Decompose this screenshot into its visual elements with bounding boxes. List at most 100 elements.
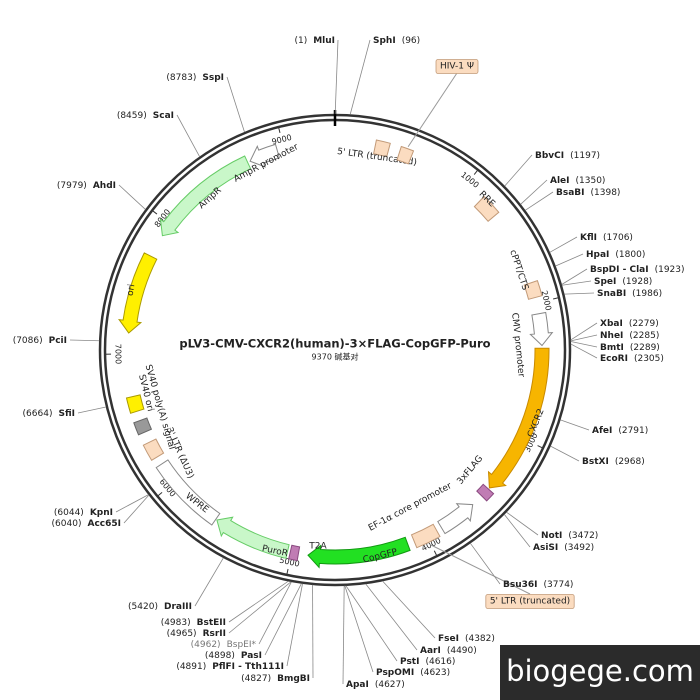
site-name: NheI	[600, 331, 623, 341]
site-name: BstXI	[582, 457, 609, 467]
site-name: BsaBI	[556, 188, 585, 198]
site-label: (8459) ScaI	[117, 111, 174, 121]
site-leader	[570, 322, 598, 341]
restriction-site: (4962) BspEI*	[191, 581, 292, 650]
site-label: (1) MluI	[294, 36, 335, 46]
site-name: BmtI	[600, 343, 624, 353]
site-leader	[345, 585, 398, 662]
restriction-site: AfeI (2791)	[560, 419, 648, 436]
site-leader	[228, 581, 292, 634]
site-name: KpnI	[90, 508, 113, 518]
site-position: (7979)	[57, 181, 87, 191]
site-name: MluI	[313, 36, 335, 46]
restriction-site: HpaI (1800)	[555, 250, 645, 267]
site-leader	[365, 583, 418, 651]
site-position: (4627)	[375, 680, 405, 690]
site-position: (1928)	[622, 277, 652, 287]
site-name: AfeI	[592, 426, 612, 436]
site-label: BmtI (2289)	[600, 343, 660, 353]
tick-mark	[537, 445, 545, 450]
site-label: AfeI (2791)	[592, 426, 648, 436]
site-position: (2968)	[615, 457, 645, 467]
feature-label-box	[435, 59, 479, 74]
restriction-site: NheI (2285)	[570, 331, 659, 342]
restriction-site: AsiSI (3492)	[503, 514, 594, 553]
site-position: (6044)	[54, 508, 84, 518]
site-leader	[561, 268, 588, 285]
restriction-site: AleI (1350)	[520, 176, 605, 205]
restriction-site: (5420) DraIII	[128, 557, 224, 612]
tick-mark	[473, 168, 479, 175]
feature	[476, 483, 495, 502]
site-position: (2279)	[629, 319, 659, 329]
plasmid-length: 9370 碱基对	[312, 352, 359, 362]
site-label: Bsu36I (3774)	[503, 580, 573, 590]
site-label: (6664) SfiI	[23, 409, 75, 419]
site-name: RsrII	[203, 629, 226, 639]
site-leader	[503, 514, 531, 548]
site-position: (2289)	[630, 343, 660, 353]
restriction-site: PspOMI (4623)	[344, 585, 450, 678]
site-label: (4827) BmgBI	[241, 674, 310, 684]
tick-mark	[151, 209, 158, 215]
site-leader	[115, 494, 149, 513]
site-label: (4891) PflFI - Tth111I	[176, 662, 284, 672]
site-label: AsiSI (3492)	[533, 543, 594, 553]
site-leader	[176, 114, 200, 157]
site-name: BbvCI	[535, 151, 564, 161]
site-leader	[525, 191, 554, 211]
feature	[159, 155, 252, 237]
site-name: AsiSI	[533, 543, 558, 553]
restriction-site: Bsu36I (3774)	[470, 543, 573, 590]
tick-label: 1000	[459, 170, 481, 190]
site-leader	[264, 583, 302, 656]
site-label: BsaBI (1398)	[556, 188, 620, 198]
site-name: DraIII	[164, 602, 192, 612]
site-leader	[550, 445, 580, 462]
site-label: SpeI (1928)	[594, 277, 652, 287]
restriction-site: AarI (4490)	[365, 583, 477, 656]
feature-label: HIV-1 Ψ	[440, 62, 474, 72]
feature	[142, 438, 165, 461]
site-name: AarI	[420, 646, 441, 656]
site-position: (4623)	[420, 668, 450, 678]
site-leader	[344, 585, 374, 673]
site-leader	[570, 334, 598, 342]
tick-label: 7000	[113, 344, 122, 365]
site-leader	[520, 179, 548, 205]
restriction-site: SpeI (1928)	[561, 277, 652, 287]
site-label: SphI (96)	[373, 36, 420, 46]
feature	[216, 516, 290, 559]
site-name: BspDI - ClaI	[590, 265, 649, 275]
tick-mark	[156, 492, 163, 498]
feature-label: CMV promoter	[509, 312, 526, 378]
site-leader	[349, 39, 371, 115]
site-label: AarI (4490)	[420, 646, 477, 656]
tick-mark	[277, 125, 281, 133]
restriction-site: (4898) PasI	[205, 583, 302, 661]
site-leader	[561, 280, 592, 286]
site-leader	[560, 419, 590, 431]
site-label: BbvCI (1197)	[535, 151, 600, 161]
site-label: (8783) SspI	[166, 73, 224, 83]
site-name: BstEII	[197, 618, 226, 628]
restriction-site: KflI (1706)	[549, 233, 633, 253]
feature-label: cPPT/CTS	[507, 249, 530, 292]
site-position: (4891)	[176, 662, 206, 672]
site-position: (1800)	[615, 250, 645, 260]
feature	[473, 195, 500, 223]
site-name: PstI	[400, 657, 419, 667]
feature	[155, 459, 221, 526]
site-position: (3492)	[564, 543, 594, 553]
restriction-site: (7086) PciI	[13, 336, 100, 346]
feature	[249, 143, 281, 168]
site-label: BstXI (2968)	[582, 457, 645, 467]
plasmid-title: pLV3-CMV-CXCR2(human)-3×FLAG-CopGFP-Puro	[179, 337, 490, 351]
restriction-site: (8459) ScaI	[117, 111, 200, 157]
site-label: (7086) PciI	[13, 336, 67, 346]
site-label: XbaI (2279)	[600, 319, 659, 329]
restriction-site: (4827) BmgBI	[241, 584, 314, 684]
site-name: PasI	[241, 651, 262, 661]
site-leader	[258, 581, 292, 645]
site-name: KflI	[580, 233, 597, 243]
